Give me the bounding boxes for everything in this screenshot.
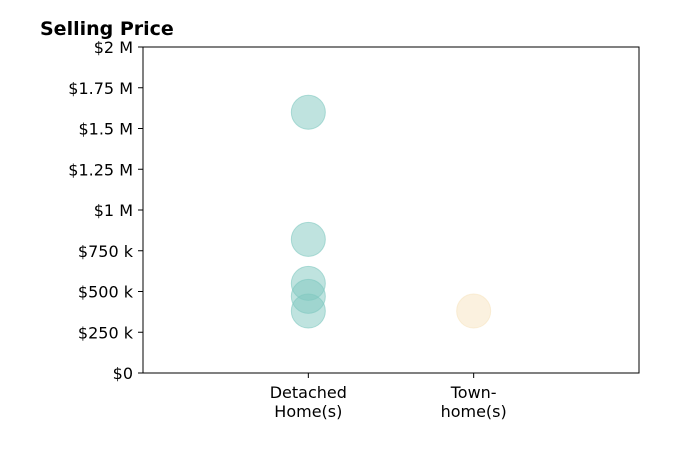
y-axis: $0 $250 k $500 k $750 k $1 M $1.25 M $1.5 M $1.… [68, 38, 143, 383]
data-points [290, 94, 492, 329]
x-tick-label: Detached [270, 383, 347, 402]
data-point [290, 221, 326, 257]
chart-title: Selling Price [40, 18, 174, 40]
y-tick-label: $250 k [78, 323, 134, 342]
data-point [290, 94, 326, 130]
y-tick-label: $1.25 M [68, 160, 133, 179]
data-point [456, 293, 492, 329]
y-tick-label: $1 M [94, 201, 133, 220]
y-tick-label: $1.75 M [68, 79, 133, 98]
plot-frame [142, 46, 640, 374]
y-tick-label: $1.5 M [78, 120, 133, 139]
y-tick-label: $750 k [78, 242, 134, 261]
x-tick-label: home(s) [441, 402, 507, 421]
y-tick-label: $500 k [78, 283, 134, 302]
x-tick-label: Town- [450, 383, 497, 402]
x-tick-label: Home(s) [274, 402, 342, 421]
data-point [290, 293, 326, 329]
y-tick-label: $0 [113, 364, 133, 383]
y-tick-label: $2 M [94, 38, 133, 57]
